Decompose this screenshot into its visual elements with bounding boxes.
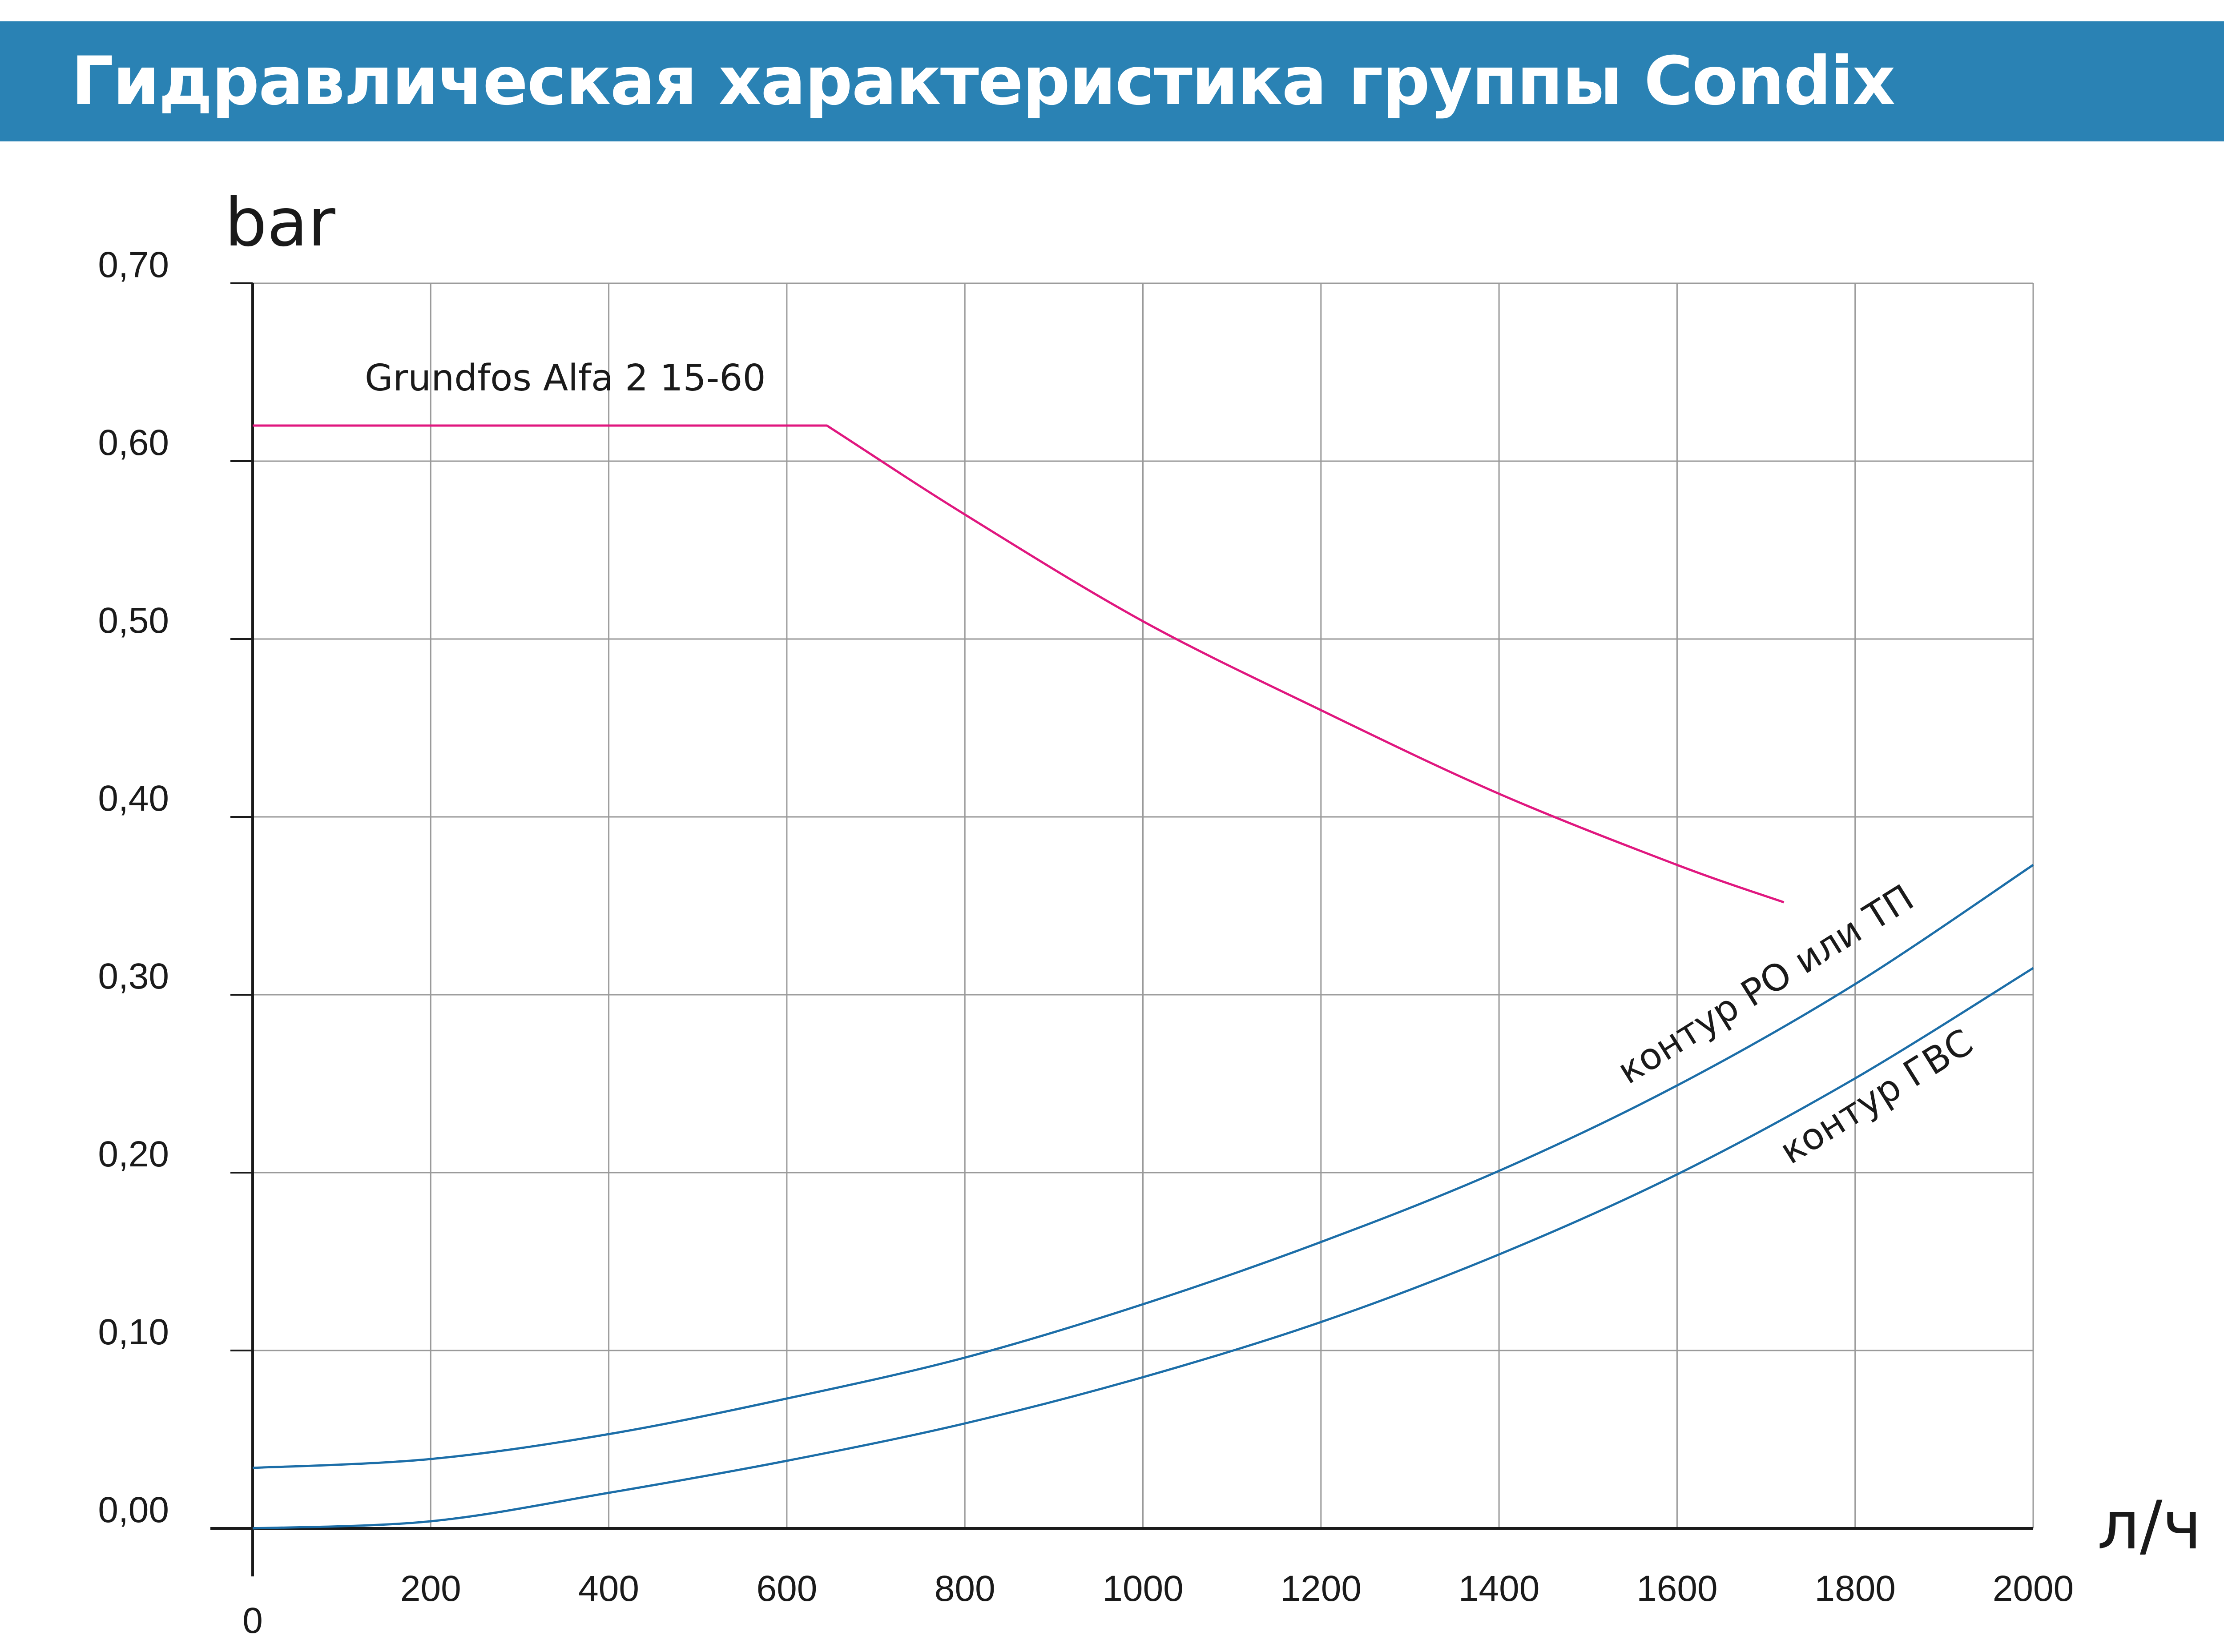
header-bar: Гидравлическая характеристика группы Con… <box>0 21 2224 141</box>
x-axis-unit-label: л/ч <box>2097 1487 2202 1564</box>
chart-grid <box>253 282 2034 1528</box>
x-tick-label: 600 <box>756 1568 817 1609</box>
x-tick-label: 400 <box>578 1568 639 1609</box>
y-tick-label: 0,20 <box>98 1134 169 1174</box>
x-tick-label: 0 <box>242 1600 263 1641</box>
x-tick-label: 2000 <box>1993 1568 2074 1609</box>
y-tick-label: 0,00 <box>98 1490 169 1530</box>
x-tick-label: 1400 <box>1458 1568 1539 1609</box>
y-tick-label: 0,10 <box>98 1312 169 1352</box>
series-line-kontur-ro-tp <box>252 864 2034 1469</box>
y-tick-label: 0,40 <box>98 778 169 819</box>
x-tick-label: 1600 <box>1636 1568 1717 1609</box>
chart-series <box>252 424 2034 1530</box>
x-tick-label: 1200 <box>1281 1568 1362 1609</box>
series-line-kontur-gvs <box>252 967 2034 1530</box>
series-label-kontur-ro-tp: контур РО или ТП <box>1610 876 1921 1093</box>
x-tick-label: 1000 <box>1102 1568 1183 1609</box>
series-label-grundfos-alfa2: Grundfos Alfa 2 15-60 <box>365 357 766 399</box>
series-line-grundfos-alfa2 <box>253 424 1785 904</box>
y-tick-label: 0,30 <box>98 956 169 997</box>
y-tick-label: 0,70 <box>98 245 169 285</box>
chart-tick-labels: 0 200 400 600 800 1000 1200 1400 1600 1800 2000 0,0… <box>98 245 2074 1641</box>
series-label-kontur-gvs: контур ГВС <box>1773 1021 1980 1173</box>
page-title: Гидравлическая характеристика группы Con… <box>71 43 1895 120</box>
y-tick-label: 0,50 <box>98 600 169 641</box>
x-tick-label: 800 <box>935 1568 995 1609</box>
x-tick-label: 1800 <box>1814 1568 1895 1609</box>
chart-series-labels: Grundfos Alfa 2 15-60 контур РО или ТПкон… <box>365 357 1980 1173</box>
chart-axes <box>210 282 2033 1576</box>
x-tick-label: 200 <box>400 1568 461 1609</box>
y-tick-label: 0,60 <box>98 422 169 463</box>
y-axis-unit-label: bar <box>225 184 335 261</box>
